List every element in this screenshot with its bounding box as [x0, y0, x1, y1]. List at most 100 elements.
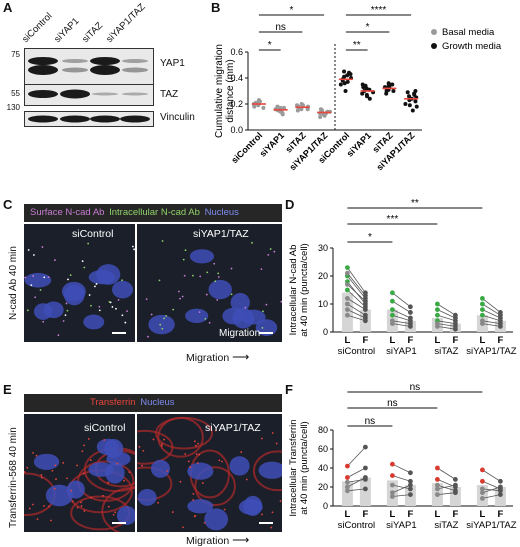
puncta [150, 313, 153, 316]
point-l [480, 496, 485, 501]
pair-line [437, 484, 456, 492]
puncta [108, 301, 111, 303]
puncta [203, 521, 206, 524]
puncta [64, 314, 67, 316]
point-f [498, 488, 503, 494]
nucleus [83, 314, 105, 330]
y-tick-label: 10 [318, 299, 328, 309]
puncta [163, 438, 165, 441]
nucleus [208, 279, 232, 300]
point-f [453, 490, 458, 496]
pair-line [482, 303, 501, 316]
nucleus [148, 314, 175, 335]
data-point [391, 89, 396, 93]
puncta [121, 279, 123, 282]
sub-label-f: F [407, 509, 413, 520]
point-l [345, 287, 350, 293]
cell-membrane [137, 429, 174, 465]
point-l [390, 312, 395, 318]
puncta [267, 254, 270, 256]
puncta [80, 505, 83, 507]
cell-membrane [194, 466, 236, 507]
puncta [138, 445, 141, 448]
puncta [204, 317, 207, 320]
puncta [54, 464, 57, 467]
puncta [199, 275, 202, 278]
puncta [161, 327, 164, 330]
migration-label: Migration [186, 535, 230, 547]
x-tick-label: siYAP1 [258, 130, 286, 158]
y-tick-label: 80 [318, 425, 328, 435]
puncta [32, 451, 34, 454]
nucleus [33, 453, 60, 470]
point-l [345, 301, 350, 307]
nucleus [230, 292, 250, 313]
inset-migration-label: Migration [219, 328, 261, 339]
lane-label-sicontrol: siControl [20, 10, 55, 45]
puncta [94, 285, 96, 288]
puncta [179, 480, 182, 483]
puncta [195, 453, 198, 455]
point-f [498, 484, 503, 490]
point-l [345, 475, 350, 480]
data-point [300, 103, 305, 108]
pair-line [347, 488, 366, 492]
panel-label-b: B [211, 0, 221, 15]
puncta [217, 272, 220, 275]
y-axis-label-line: Intracellular N-cad Ab [288, 245, 299, 336]
y-tick-label: 40 [318, 463, 328, 473]
point-f [498, 492, 503, 497]
puncta [53, 487, 56, 490]
scale-bar [259, 332, 273, 334]
lane-label-siyap1: siYAP1 [52, 15, 82, 46]
nucleus [258, 461, 282, 479]
puncta [208, 321, 211, 324]
pair-line [392, 484, 411, 490]
point-l [390, 461, 395, 467]
puncta [48, 505, 51, 508]
point-f [363, 293, 368, 298]
puncta [83, 266, 86, 269]
point-l [345, 282, 350, 287]
puncta [260, 437, 263, 440]
point-f [498, 324, 503, 329]
protein-vinculin: Vinculin [160, 112, 195, 123]
puncta [31, 503, 34, 506]
puncta [26, 309, 29, 312]
data-point [414, 104, 419, 109]
puncta [192, 492, 195, 495]
puncta [184, 249, 187, 252]
data-point [403, 102, 408, 106]
point-l [480, 301, 485, 307]
data-point [390, 82, 395, 87]
puncta [98, 309, 101, 312]
channel-intra-label: Intracellular N-cad Ab [109, 207, 200, 218]
data-point [407, 103, 412, 108]
puncta [62, 461, 65, 464]
legend-marker [431, 29, 437, 35]
puncta [43, 276, 46, 279]
pair-line [392, 314, 411, 322]
puncta [182, 258, 185, 261]
puncta [111, 306, 114, 308]
marker-75: 75 [11, 50, 20, 59]
puncta [261, 513, 263, 516]
point-f [408, 482, 413, 488]
puncta [107, 505, 110, 508]
puncta [102, 494, 104, 497]
point-l [345, 484, 350, 490]
y-tick-label: 0.2 [230, 99, 243, 109]
puncta [184, 453, 187, 455]
puncta [33, 254, 35, 256]
point-l [390, 482, 395, 488]
pair-line [482, 486, 501, 494]
puncta [90, 304, 92, 307]
pair-line [392, 323, 411, 327]
puncta [116, 462, 119, 465]
pair-line [347, 272, 366, 296]
data-point [367, 96, 372, 101]
puncta [275, 442, 278, 445]
point-f [453, 477, 458, 482]
pair-line [437, 314, 456, 322]
